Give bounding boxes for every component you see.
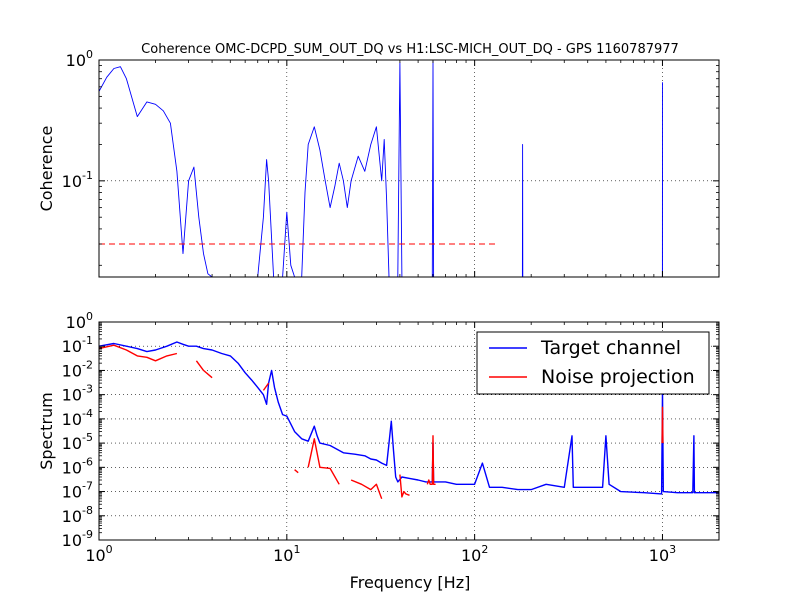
noise-projection-line-segment <box>195 360 213 379</box>
y-tick-label: 10-9 <box>62 528 93 550</box>
noise-projection-line-segment <box>350 479 383 500</box>
noise-projection-line-segment <box>294 469 299 474</box>
noise-projection-line-segment <box>98 344 178 362</box>
spectrum-y-axis-label: Spectrum <box>37 392 56 470</box>
x-tick-label: 100 <box>85 543 112 565</box>
coherence-y-axis-label: Coherence <box>37 126 56 212</box>
y-tick-label: 100 <box>66 310 93 332</box>
legend: Target channel Noise projection <box>476 331 710 395</box>
coherence-ticks: 100 10-1 <box>62 48 720 277</box>
noise-projection-line-segment <box>262 382 270 391</box>
spectrum-ticks: 10010-110-210-310-410-510-610-710-810-91… <box>62 310 720 565</box>
coherence-panel: 100 10-1 Coherence <box>37 48 720 278</box>
noise-projection-line-segment <box>426 435 436 485</box>
spectrum-axes-frame <box>98 321 720 541</box>
spectrum-series-group <box>98 341 719 500</box>
y-tick-label: 10-7 <box>62 480 93 502</box>
y-tick-label: 10-1 <box>62 169 93 191</box>
y-tick-label: 10-4 <box>62 407 93 429</box>
y-tick-label: 10-2 <box>62 358 93 380</box>
coherence-series-group <box>98 60 719 278</box>
y-tick-label: 10-6 <box>62 455 93 477</box>
target-channel-line <box>98 341 719 495</box>
coherence-axes-frame <box>98 59 720 278</box>
x-axis-label: Frequency [Hz] <box>350 573 471 592</box>
coherence-line <box>98 60 719 278</box>
noise-projection-line-segment <box>399 474 410 498</box>
figure-title: Coherence OMC-DCPD_SUM_OUT_DQ vs H1:LSC-… <box>141 42 679 57</box>
noise-projection-line-segment <box>661 406 664 444</box>
y-tick-label: 10-1 <box>62 334 93 356</box>
legend-noise-projection-label: Noise projection <box>541 366 695 388</box>
x-tick-label: 101 <box>273 543 300 565</box>
legend-target-channel-label: Target channel <box>540 337 681 359</box>
y-tick-label: 10-3 <box>62 383 93 405</box>
spectrum-panel: 10010-110-210-310-410-510-610-710-810-91… <box>37 310 720 565</box>
y-tick-label: 100 <box>66 48 93 70</box>
x-tick-label: 102 <box>461 543 488 565</box>
legend-box <box>476 331 710 395</box>
y-tick-label: 10-8 <box>62 504 93 526</box>
y-tick-label: 10-5 <box>62 431 93 453</box>
x-tick-label: 103 <box>649 543 676 565</box>
noise-projection-line-segment <box>307 438 340 485</box>
